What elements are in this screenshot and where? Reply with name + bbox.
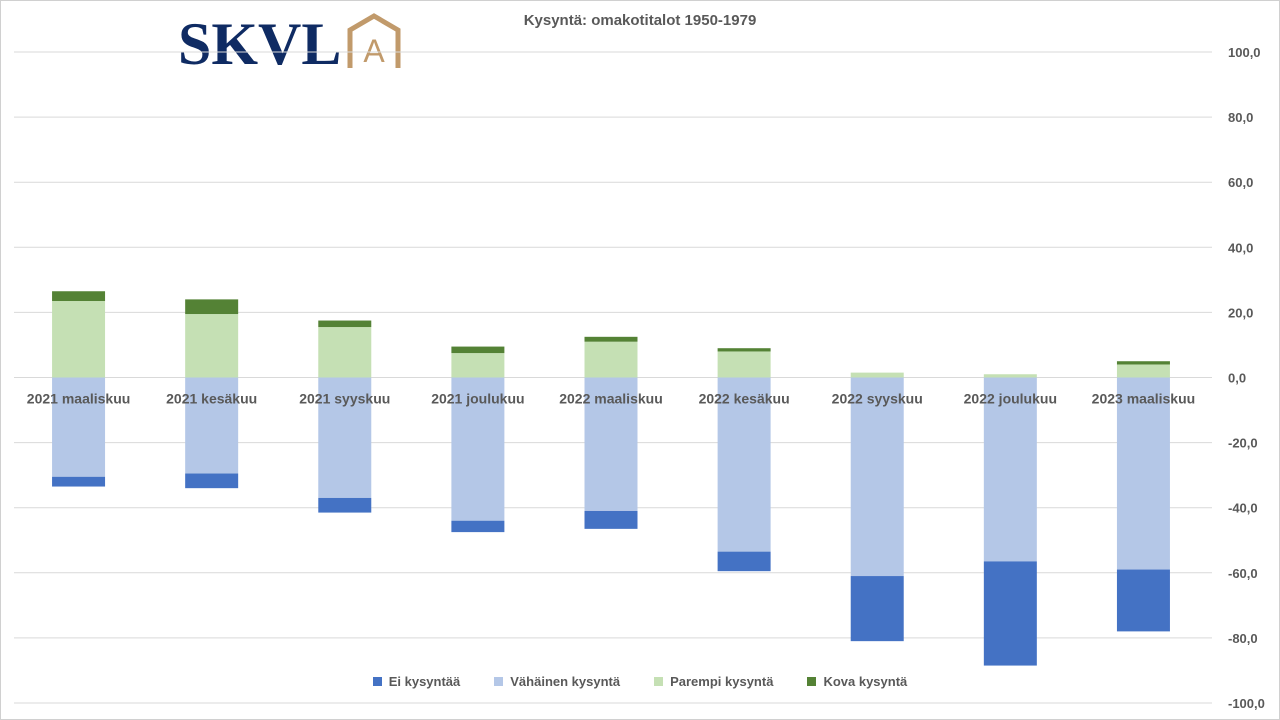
bar-segment	[451, 346, 505, 354]
bar-segment	[850, 377, 904, 577]
y-tick-label: -40,0	[1228, 501, 1258, 516]
y-tick-label: 80,0	[1228, 110, 1253, 125]
bar-segment	[185, 473, 239, 489]
category-label: 2021 kesäkuu	[166, 391, 257, 407]
bar-segment	[52, 291, 106, 302]
bar-segment	[850, 372, 904, 378]
y-tick-label: 20,0	[1228, 305, 1253, 320]
logo-mark-letter: A	[363, 33, 385, 69]
bar-segment	[1116, 364, 1170, 378]
bar-segment	[584, 336, 638, 342]
bar-segment	[318, 320, 372, 328]
legend-entry: Parempi kysyntä	[654, 674, 773, 689]
bar-segment	[983, 374, 1037, 378]
legend-entry: Ei kysyntää	[372, 674, 461, 689]
bar-segment	[1116, 361, 1170, 365]
legend-entry: Kova kysyntä	[807, 674, 907, 689]
bar-segment	[185, 299, 239, 315]
category-label: 2021 joulukuu	[431, 391, 524, 407]
category-label: 2021 maaliskuu	[27, 391, 131, 407]
legend-swatch	[372, 677, 382, 686]
bar-segment	[451, 353, 505, 378]
legend-label: Kova kysyntä	[823, 674, 908, 689]
skvl-logo: SKVL A	[178, 11, 401, 70]
y-tick-label: 60,0	[1228, 175, 1253, 190]
bar-segment	[52, 476, 106, 487]
bar-segment	[52, 377, 106, 477]
category-label: 2022 maaliskuu	[559, 391, 663, 407]
bar-segment	[318, 327, 372, 378]
logo-text: SKVL	[178, 11, 341, 70]
y-tick-label: -80,0	[1228, 631, 1258, 646]
chart-title: Kysyntä: omakotitalot 1950-1979	[0, 12, 1280, 29]
bar-segment	[717, 377, 771, 552]
bar-segment	[1116, 569, 1170, 632]
y-tick-label: -20,0	[1228, 436, 1258, 451]
bar-segment	[451, 377, 505, 521]
logo-house-icon	[347, 13, 401, 68]
category-label: 2021 syyskuu	[299, 391, 390, 407]
bar-segment	[451, 520, 505, 533]
legend-label: Ei kysyntää	[388, 674, 461, 689]
bar-segment	[850, 576, 904, 642]
y-tick-label: -60,0	[1228, 566, 1258, 581]
legend-swatch	[494, 677, 504, 686]
legend-label: Parempi kysyntä	[670, 674, 774, 689]
category-label: 2022 syyskuu	[832, 391, 923, 407]
bar-segment	[983, 561, 1037, 666]
legend-swatch	[654, 677, 664, 686]
bar-segment	[185, 314, 239, 378]
bar-segment	[52, 301, 106, 378]
bar-segment	[717, 348, 771, 352]
y-tick-label: 100,0	[1228, 45, 1261, 60]
bar-segment	[717, 551, 771, 572]
bar-segment	[584, 341, 638, 378]
y-tick-label: 40,0	[1228, 240, 1253, 255]
category-label: 2022 joulukuu	[964, 391, 1057, 407]
bar-segment	[983, 377, 1037, 562]
legend-label: Vähäinen kysyntä	[510, 674, 621, 689]
y-tick-label: -100,0	[1228, 696, 1265, 711]
bar-segment	[318, 497, 372, 513]
bar-segment	[584, 510, 638, 529]
bar-segment	[318, 377, 372, 498]
category-label: 2022 kesäkuu	[699, 391, 790, 407]
y-tick-label: 0,0	[1228, 371, 1246, 386]
chart-legend: Ei kysyntää Vähäinen kysyntä Parempi kysyn…	[0, 674, 1280, 689]
bar-segment	[185, 377, 239, 474]
chart-title-text: Kysyntä: omakotitalot 1950-1979	[523, 12, 757, 29]
bar-segment	[717, 351, 771, 378]
category-label: 2023 maaliskuu	[1092, 391, 1196, 407]
bar-segment	[1116, 377, 1170, 570]
legend-entry: Vähäinen kysyntä	[494, 674, 620, 689]
legend-swatch	[807, 677, 817, 686]
bar-segment	[584, 377, 638, 511]
